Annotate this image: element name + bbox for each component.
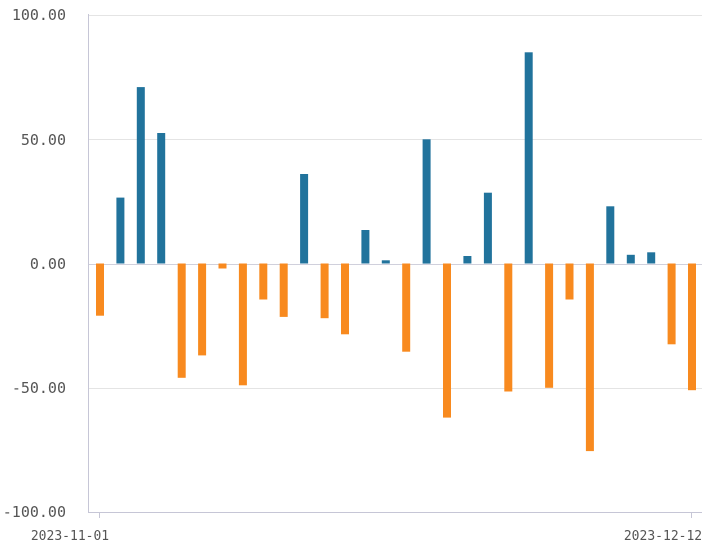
bar-3 xyxy=(136,87,145,264)
bar-1 xyxy=(96,263,104,316)
bar-26 xyxy=(606,206,615,264)
bar-4 xyxy=(157,133,166,264)
bar-2 xyxy=(116,197,125,264)
y-tick-label-50: 50.00 xyxy=(21,131,66,149)
grid-lines xyxy=(89,15,702,389)
bar-21 xyxy=(504,263,513,392)
bar-10 xyxy=(279,263,288,317)
x-tick-label-start: 2023-11-01 xyxy=(31,529,109,544)
bar-24 xyxy=(565,263,574,300)
y-tick-label-minus-50: -50.00 xyxy=(12,379,66,397)
bar-9 xyxy=(259,263,268,300)
bar-22 xyxy=(524,52,533,264)
bar-5 xyxy=(177,263,186,378)
bar-23 xyxy=(545,263,554,388)
y-tick-label-minus-100: -100.00 xyxy=(3,503,66,521)
bar-15 xyxy=(381,260,390,264)
bar-20 xyxy=(483,192,492,264)
y-tick-label-0: 0.00 xyxy=(30,255,66,273)
bar-27 xyxy=(626,254,635,264)
bar-6 xyxy=(198,263,207,356)
y-tick-label-100: 100.00 xyxy=(12,6,66,24)
bar-11 xyxy=(300,174,309,264)
bar-25 xyxy=(585,263,594,452)
x-tick-label-end: 2023-12-12 xyxy=(624,529,702,544)
bar-30 xyxy=(688,263,696,391)
bar-17 xyxy=(422,139,431,264)
bar-29 xyxy=(667,263,676,345)
bar-18 xyxy=(443,263,451,418)
bar-12 xyxy=(320,263,329,319)
bar-series xyxy=(96,52,696,452)
bar-7 xyxy=(218,263,227,269)
bar-28 xyxy=(647,252,656,264)
bar-14 xyxy=(361,230,370,264)
y-axis-ticks: 100.00 50.00 0.00 -50.00 -100.00 xyxy=(3,6,66,521)
bar-19 xyxy=(463,256,472,264)
bar-13 xyxy=(341,263,349,335)
bar-8 xyxy=(238,263,247,386)
bar-16 xyxy=(402,263,411,352)
